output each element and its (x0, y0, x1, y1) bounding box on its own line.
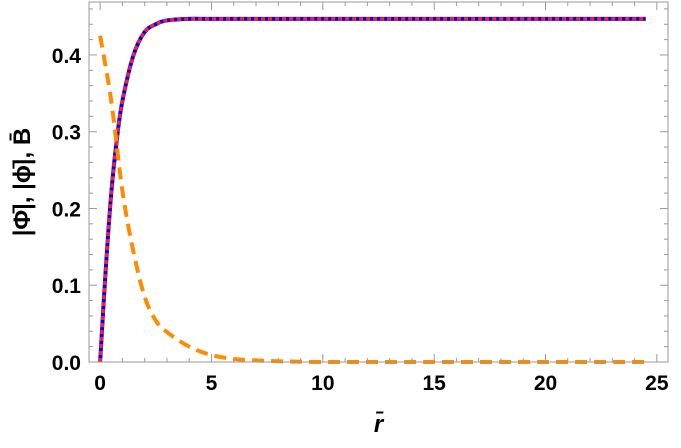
y-axis-label: |Φ̄|, |ϕ̄|, B̄ (9, 128, 36, 237)
y-tick-label: 0.2 (52, 198, 81, 221)
x-tick-label: 5 (206, 372, 218, 395)
x-tick-label: 15 (422, 372, 446, 395)
x-tick-label: 25 (645, 372, 669, 395)
plot-frame (88, 1, 669, 363)
x-tick-label: 0 (94, 372, 106, 395)
x-axis-label: r̄ (374, 411, 385, 438)
y-tick-label: 0.0 (52, 352, 81, 375)
y-tick-label: 0.3 (52, 122, 81, 145)
series-dashed-line (98, 35, 646, 365)
y-tick-label: 0.1 (52, 275, 82, 298)
x-tick-label: 10 (311, 372, 334, 395)
x-tick-label: 20 (534, 372, 557, 395)
series-dotted-line (98, 17, 646, 363)
y-tick-label: 0.4 (52, 45, 82, 68)
series-solid-line (98, 16, 646, 363)
